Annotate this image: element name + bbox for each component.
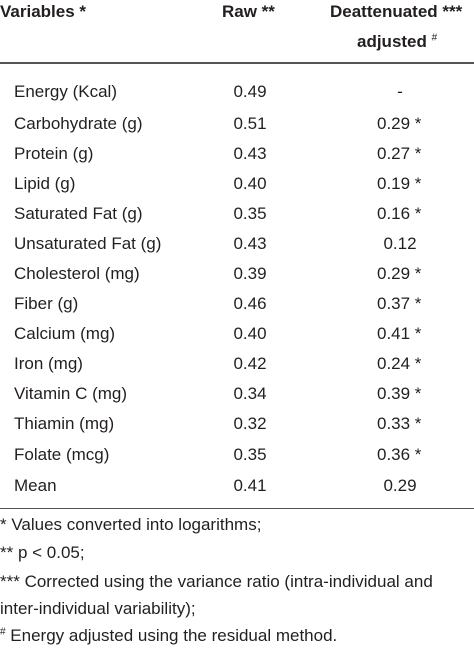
adjusted-value: 0.39 * xyxy=(377,384,422,403)
footnote: ** p < 0.05; xyxy=(0,543,85,563)
footnote-text: Energy adjusted using the residual metho… xyxy=(5,626,338,645)
adjusted-value: 0.37 * xyxy=(377,294,422,313)
adjusted-value: 0.19 * xyxy=(377,174,422,193)
row-label: Vitamin C (mg) xyxy=(14,384,128,403)
footnote-text: ** p < 0.05; xyxy=(0,543,85,562)
adjusted-value: 0.16 * xyxy=(377,204,422,223)
raw-value: 0.49 xyxy=(233,82,267,101)
row-label: Lipid (g) xyxy=(14,174,76,193)
footnote: inter-individual variability); xyxy=(0,599,196,619)
row-label: Energy (Kcal) xyxy=(14,82,117,101)
row-label: Calcium (mg) xyxy=(14,324,116,343)
footnote-text: *** Corrected using the variance ratio (… xyxy=(0,572,433,591)
adjusted-value: 0.29 * xyxy=(377,264,422,283)
adjusted-value: 0.27 * xyxy=(377,144,422,163)
row-label: Protein (g) xyxy=(14,144,94,163)
header-subline-mark: # xyxy=(431,32,438,44)
adjusted-value: 0.29 * xyxy=(377,114,422,133)
header-subline-text: adjusted xyxy=(357,32,427,51)
row-label: Mean xyxy=(14,476,57,495)
row-label: Fiber (g) xyxy=(14,294,79,313)
header-cell: Raw ** xyxy=(222,2,275,21)
raw-value: 0.34 xyxy=(233,384,267,403)
raw-value: 0.43 xyxy=(233,144,267,163)
adjusted-value: 0.29 xyxy=(383,476,417,495)
raw-value: 0.43 xyxy=(233,234,267,253)
raw-value: 0.40 xyxy=(233,174,267,193)
raw-value: 0.40 xyxy=(233,324,267,343)
adjusted-value: 0.12 xyxy=(383,234,417,253)
footnote-text: * Values converted into logarithms; xyxy=(0,515,262,534)
footnote-mark: # xyxy=(0,626,6,638)
header-rule xyxy=(0,62,474,64)
raw-value: 0.46 xyxy=(233,294,267,313)
header-cell: Deattenuated *** xyxy=(330,2,463,21)
raw-value: 0.35 xyxy=(233,204,267,223)
row-label: Saturated Fat (g) xyxy=(14,204,143,223)
row-label: Cholesterol (mg) xyxy=(14,264,140,283)
footnote-text: inter-individual variability); xyxy=(0,599,196,618)
adjusted-value: - xyxy=(397,82,403,101)
raw-value: 0.51 xyxy=(233,114,267,133)
footnote: # Energy adjusted using the residual met… xyxy=(0,626,337,646)
bottom-rule xyxy=(0,508,474,509)
raw-value: 0.39 xyxy=(233,264,267,283)
raw-value: 0.35 xyxy=(233,445,267,464)
raw-value: 0.32 xyxy=(233,414,267,433)
row-label: Thiamin (mg) xyxy=(14,414,115,433)
row-label: Carbohydrate (g) xyxy=(14,114,143,133)
row-label: Unsaturated Fat (g) xyxy=(14,234,162,253)
footnote: * Values converted into logarithms; xyxy=(0,515,261,535)
row-label: Folate (mcg) xyxy=(14,445,110,464)
adjusted-value: 0.36 * xyxy=(377,445,422,464)
adjusted-value: 0.24 * xyxy=(377,354,422,373)
adjusted-value: 0.33 * xyxy=(377,414,422,433)
raw-value: 0.42 xyxy=(233,354,267,373)
header-subline: adjusted # xyxy=(357,32,437,52)
header-cell: Variables * xyxy=(0,2,87,21)
row-label: Iron (mg) xyxy=(14,354,83,373)
adjusted-value: 0.41 * xyxy=(377,324,422,343)
footnote: *** Corrected using the variance ratio (… xyxy=(0,572,433,592)
raw-value: 0.41 xyxy=(233,476,267,495)
